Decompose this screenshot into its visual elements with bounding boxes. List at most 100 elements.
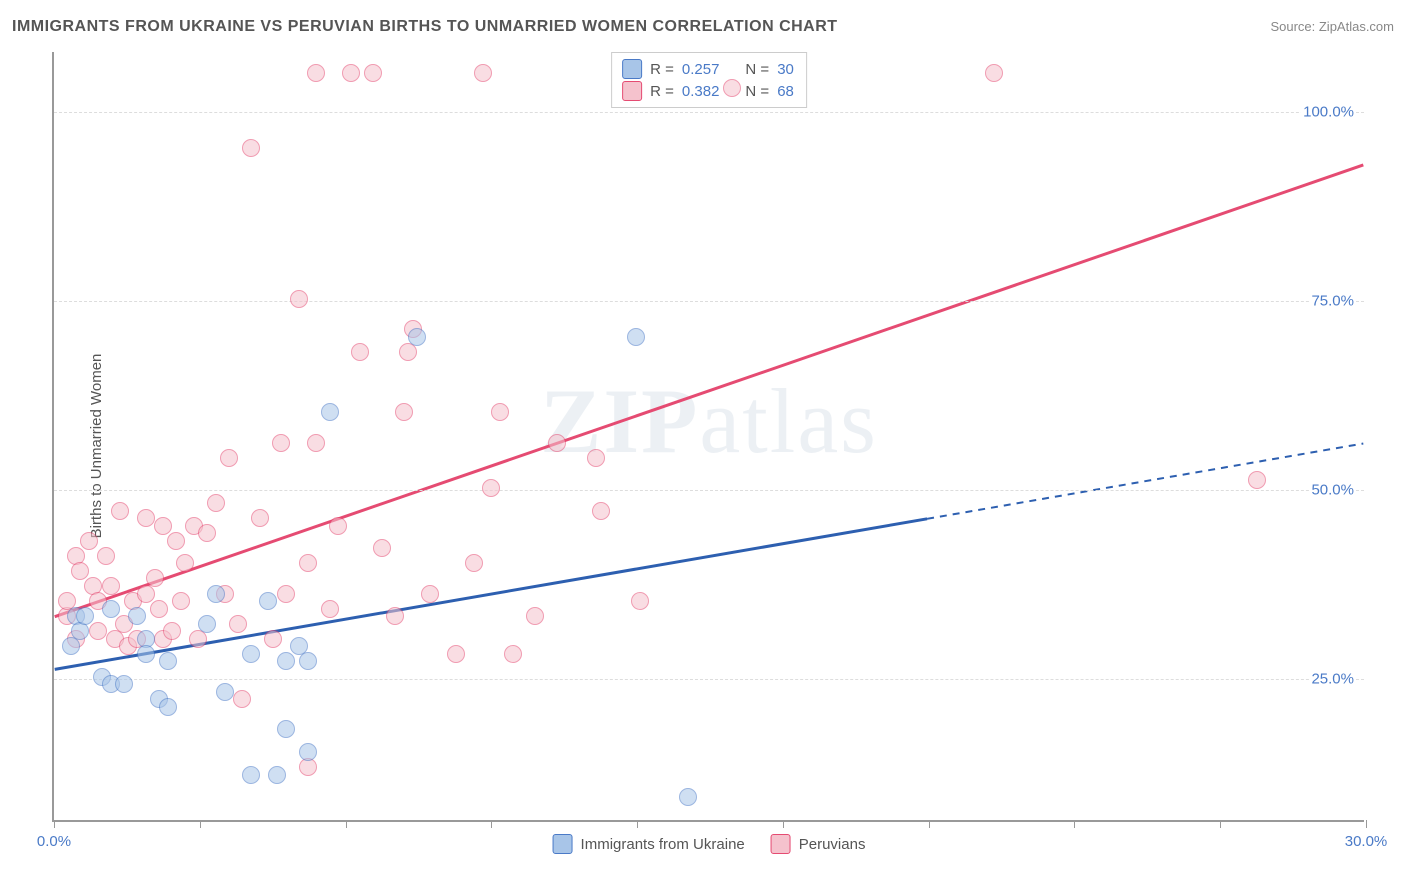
data-point-s2	[264, 630, 282, 648]
y-tick-label-75: 75.0%	[1309, 293, 1356, 310]
y-tick-label-25: 25.0%	[1309, 670, 1356, 687]
data-point-s2	[526, 607, 544, 625]
data-point-s2	[482, 479, 500, 497]
gridline-y-100	[54, 112, 1364, 113]
data-point-s2	[421, 585, 439, 603]
data-point-s2	[71, 562, 89, 580]
data-point-s2	[364, 64, 382, 82]
data-point-s1	[277, 652, 295, 670]
title-bar: IMMIGRANTS FROM UKRAINE VS PERUVIAN BIRT…	[12, 18, 1394, 36]
data-point-s2	[465, 554, 483, 572]
x-tick	[1074, 820, 1075, 828]
data-point-s2	[277, 585, 295, 603]
trend-lines	[54, 52, 1364, 820]
data-point-s1	[259, 592, 277, 610]
data-point-s2	[167, 532, 185, 550]
data-point-s2	[985, 64, 1003, 82]
swatch-s2	[622, 81, 642, 101]
data-point-s2	[89, 622, 107, 640]
data-point-s2	[491, 403, 509, 421]
data-point-s2	[102, 577, 120, 595]
data-point-s2	[272, 434, 290, 452]
stats-legend: R = 0.257 N = 30 R = 0.382 N = 68	[611, 52, 807, 108]
data-point-s1	[159, 698, 177, 716]
x-tick	[783, 820, 784, 828]
data-point-s2	[220, 449, 238, 467]
data-point-s2	[207, 494, 225, 512]
series-legend-item-2: Peruvians	[771, 834, 866, 854]
plot-area: ZIPatlas R = 0.257 N = 30 R = 0.382 N = …	[52, 52, 1364, 822]
data-point-s2	[137, 509, 155, 527]
data-point-s1	[321, 403, 339, 421]
data-point-s1	[198, 615, 216, 633]
source-label: Source:	[1270, 19, 1318, 34]
swatch-s2-bottom	[771, 834, 791, 854]
y-tick-label-100: 100.0%	[1301, 104, 1356, 121]
data-point-s2	[307, 434, 325, 452]
x-tick	[637, 820, 638, 828]
data-point-s2	[373, 539, 391, 557]
data-point-s2	[80, 532, 98, 550]
x-tick	[54, 820, 55, 828]
data-point-s2	[631, 592, 649, 610]
data-point-s2	[386, 607, 404, 625]
trendline-s2	[55, 165, 1364, 617]
data-point-s1	[242, 766, 260, 784]
data-point-s1	[128, 607, 146, 625]
data-point-s1	[679, 788, 697, 806]
data-point-s2	[299, 554, 317, 572]
data-point-s2	[154, 517, 172, 535]
data-point-s2	[342, 64, 360, 82]
chart-source: Source: ZipAtlas.com	[1270, 19, 1394, 34]
data-point-s1	[76, 607, 94, 625]
data-point-s2	[242, 139, 260, 157]
data-point-s1	[137, 645, 155, 663]
data-point-s1	[102, 600, 120, 618]
series-2-name: Peruvians	[799, 836, 866, 853]
data-point-s2	[163, 622, 181, 640]
data-point-s2	[229, 615, 247, 633]
swatch-s1-bottom	[553, 834, 573, 854]
data-point-s2	[111, 502, 129, 520]
data-point-s2	[290, 290, 308, 308]
data-point-s2	[146, 569, 164, 587]
data-point-s2	[150, 600, 168, 618]
y-tick-label-50: 50.0%	[1309, 481, 1356, 498]
data-point-s2	[321, 600, 339, 618]
data-point-s2	[504, 645, 522, 663]
x-tick-label-0: 0.0%	[37, 833, 71, 850]
data-point-s2	[592, 502, 610, 520]
x-tick	[491, 820, 492, 828]
data-point-s2	[723, 79, 741, 97]
x-tick-label-30: 30.0%	[1345, 833, 1388, 850]
data-point-s2	[1248, 471, 1266, 489]
r-label: R =	[650, 61, 674, 78]
gridline-y-50	[54, 490, 1364, 491]
data-point-s2	[587, 449, 605, 467]
n-value-s1: 30	[777, 61, 794, 78]
x-tick	[1220, 820, 1221, 828]
data-point-s1	[268, 766, 286, 784]
trendline-s1-extrapolated	[927, 444, 1363, 519]
data-point-s2	[172, 592, 190, 610]
gridline-y-25	[54, 679, 1364, 680]
data-point-s2	[395, 403, 413, 421]
x-tick	[1366, 820, 1367, 828]
data-point-s1	[408, 328, 426, 346]
stats-legend-row-2: R = 0.382 N = 68	[622, 81, 794, 101]
r-value-s1: 0.257	[682, 61, 720, 78]
series-legend-item-1: Immigrants from Ukraine	[553, 834, 745, 854]
data-point-s1	[115, 675, 133, 693]
r-value-s2: 0.382	[682, 83, 720, 100]
stats-legend-row-1: R = 0.257 N = 30	[622, 59, 794, 79]
data-point-s1	[159, 652, 177, 670]
data-point-s2	[351, 343, 369, 361]
r-label-2: R =	[650, 83, 674, 100]
source-name: ZipAtlas.com	[1319, 19, 1394, 34]
x-tick	[346, 820, 347, 828]
data-point-s2	[97, 547, 115, 565]
data-point-s1	[627, 328, 645, 346]
data-point-s2	[233, 690, 251, 708]
series-legend: Immigrants from Ukraine Peruvians	[545, 834, 874, 854]
data-point-s2	[176, 554, 194, 572]
